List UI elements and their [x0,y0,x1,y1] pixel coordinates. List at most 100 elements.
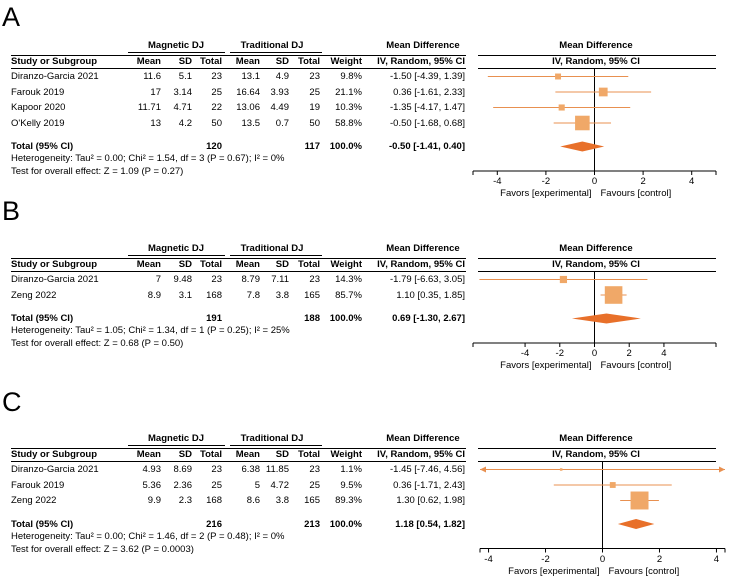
cell-total-ctrl: 23 [309,71,320,82]
study-name: Diranzo-Garcia 2021 [11,71,99,82]
group-underline [128,52,225,53]
table-rule [478,68,716,69]
column-header: Study or Subgroup [11,56,98,67]
column-header: Weight [330,449,363,460]
study-marker [559,468,563,471]
cell-sd-exp: 4.2 [178,117,192,129]
study-name: O'Kelly 2019 [11,117,65,129]
cell-sd-ctrl: 11.85 [265,464,289,475]
cell-sd-ctrl: 7.11 [271,274,289,285]
group-underline [230,255,322,256]
forest-plot-svg [472,69,717,175]
cell-weight: 9.5% [340,479,362,491]
cell-mean-exp: 4.93 [142,464,162,475]
cell-sd-exp: 3.1 [178,289,192,301]
column-header: Mean [136,449,161,460]
pooled-diamond [571,313,641,324]
cell-mean-exp: 7 [155,274,161,285]
group-header-traditional: Traditional DJ [240,433,304,444]
overall-effect-text: Test for overall effect: Z = 1.09 (P = 0… [11,166,184,177]
table-rule [11,448,466,449]
column-header: Mean [235,259,260,270]
cell-total-ctrl: 23 [309,464,320,475]
column-header: Total [200,56,222,67]
forest-plot-svg [472,272,717,347]
cell-total-exp: 168 [206,495,222,506]
column-header: Total [200,449,222,460]
column-header: Weight [330,259,363,270]
study-marker [558,104,565,111]
cell-sd-exp: 2.36 [173,479,193,491]
cell-mean-exp: 11.71 [137,102,161,113]
x-tick-label: -2 [541,176,551,187]
cell-total-exp: 22 [211,102,222,113]
total-ci: 1.18 [0.54, 1.82] [395,518,465,530]
overall-effect-text: Test for overall effect: Z = 0.68 (P = 0… [11,338,184,349]
group-header-md-plot: Mean Difference [559,243,633,254]
cell-total-ctrl: 165 [304,495,320,506]
cell-total-exp: 168 [206,289,222,301]
column-header: SD [275,449,289,460]
group-underline [128,445,225,446]
group-header-magnetic: Magnetic DJ [148,40,204,51]
table-rule [11,68,466,69]
table-rule [11,258,466,259]
cell-sd-ctrl: 4.9 [275,71,289,82]
group-header-md-plot: Mean Difference [559,433,633,444]
table-rule [478,55,716,56]
column-header: IV, Random, 95% CI [552,449,640,460]
cell-weight: 89.3% [335,495,362,506]
column-header: Mean [136,259,161,270]
cell-weight: 21.1% [335,86,362,98]
cell-mean-exp: 11.6 [143,71,161,82]
x-tick-label: 4 [661,348,667,359]
table-rule [478,461,716,462]
ci-arrow-right [719,466,725,473]
group-underline [230,52,322,53]
total-n-exp: 120 [206,141,222,152]
heterogeneity-text: Heterogeneity: Tau² = 0.00; Chi² = 1.54,… [11,153,285,164]
pooled-diamond [560,141,605,152]
panel-letter: C [2,387,22,417]
cell-total-exp: 23 [211,464,222,475]
column-header: Study or Subgroup [11,449,98,460]
column-header: SD [275,56,289,67]
column-header: IV, Random, 95% CI [377,56,465,67]
cell-sd-exp: 8.69 [173,464,193,475]
table-rule [11,271,466,272]
column-header: Total [200,259,222,270]
group-header-md-ci: Mean Difference [386,243,460,254]
cell-sd-exp: 2.3 [178,495,192,506]
cell-mean-ctrl: 6.38 [241,464,261,475]
study-marker [598,87,608,97]
study-marker [575,115,590,131]
cell-total-exp: 25 [211,479,222,491]
x-tick-label: 0 [591,176,598,187]
cell-total-ctrl: 165 [304,289,320,301]
column-header: Mean [235,449,260,460]
study-marker [559,275,568,284]
cell-weight: 14.3% [335,274,362,285]
cell-weight: 58.8% [335,117,362,129]
total-n-exp: 191 [206,313,222,324]
table-rule [478,258,716,259]
favors-experimental-label: Favors [experimental] [500,188,592,199]
group-header-md-ci: Mean Difference [386,433,460,444]
cell-sd-exp: 5.1 [178,71,192,82]
total-n-ctrl: 213 [304,518,320,530]
cell-sd-ctrl: 3.8 [275,289,289,301]
total-n-ctrl: 117 [304,141,320,152]
cell-ci: -1.35 [-4.17, 1.47] [390,102,465,113]
total-label: Total (95% CI) [11,141,74,152]
cell-weight: 9.8% [340,71,362,82]
cell-mean-ctrl: 8.6 [246,495,260,506]
cell-weight: 1.1% [340,464,362,475]
study-name: Farouk 2019 [11,86,65,98]
cell-total-ctrl: 25 [309,479,320,491]
column-header: Total [298,449,320,460]
study-marker [609,482,616,488]
column-header: Total [298,56,320,67]
column-header: IV, Random, 95% CI [552,56,640,67]
column-header: SD [178,449,192,460]
column-header: IV, Random, 95% CI [377,449,465,460]
